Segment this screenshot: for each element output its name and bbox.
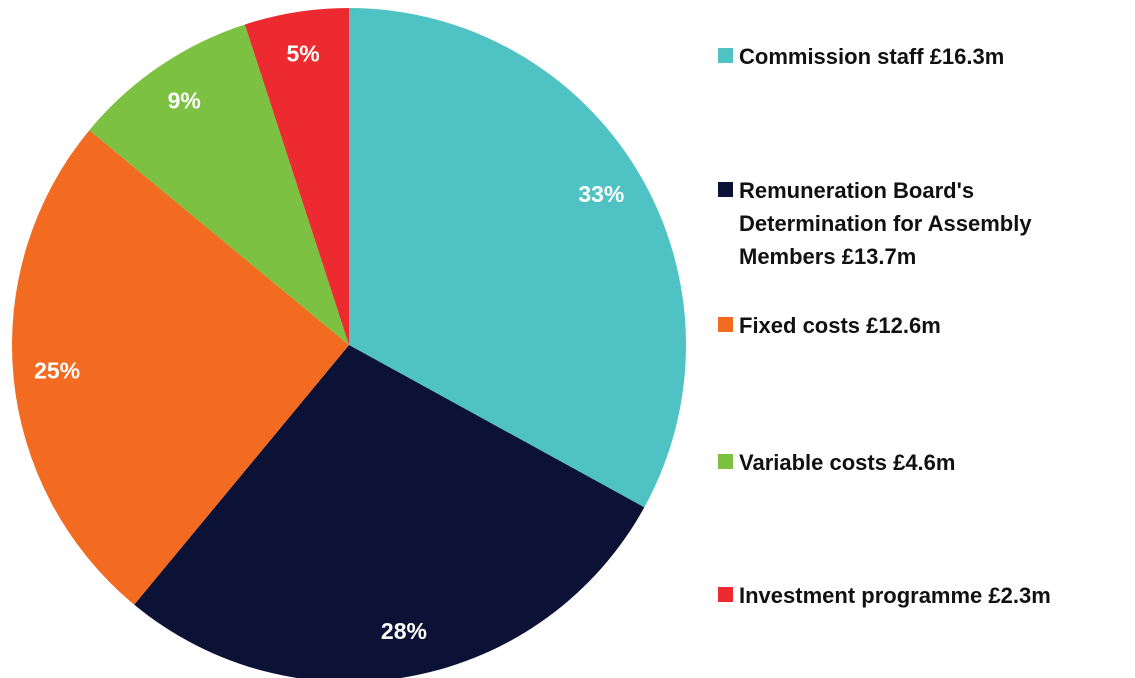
- data-label: 5%: [287, 40, 320, 66]
- legend-label: Fixed costs £12.6m: [739, 313, 941, 338]
- pie-slice: [11, 130, 349, 605]
- legend-swatch: [718, 454, 733, 469]
- legend-entry: Remuneration Board's Determination for A…: [718, 174, 1118, 273]
- legend-swatch: [718, 182, 733, 197]
- pie-slice: [134, 345, 645, 678]
- data-label: 33%: [578, 181, 624, 207]
- pie: 33% 28% 25% 9% 5%: [11, 8, 687, 678]
- legend-label: Remuneration Board's Determination for A…: [739, 178, 1032, 269]
- pie-slice: [89, 24, 349, 345]
- legend-label: Commission staff £16.3m: [739, 44, 1005, 69]
- legend-swatch: [718, 317, 733, 332]
- legend-label: Investment programme £2.3m: [739, 583, 1051, 608]
- data-label: 9%: [168, 88, 201, 114]
- pie-slice: [244, 8, 349, 345]
- pie-slice: [349, 8, 687, 508]
- legend-entry: Variable costs £4.6m: [718, 446, 1118, 479]
- legend-entry: Investment programme £2.3m: [718, 579, 1118, 612]
- data-label: 28%: [381, 618, 427, 644]
- legend-swatch: [718, 48, 733, 63]
- legend-label: Variable costs £4.6m: [739, 450, 956, 475]
- legend-entry: Commission staff £16.3m: [718, 40, 1118, 73]
- legend-swatch: [718, 587, 733, 602]
- legend-entry: Fixed costs £12.6m: [718, 309, 1118, 342]
- data-label: 25%: [34, 358, 80, 384]
